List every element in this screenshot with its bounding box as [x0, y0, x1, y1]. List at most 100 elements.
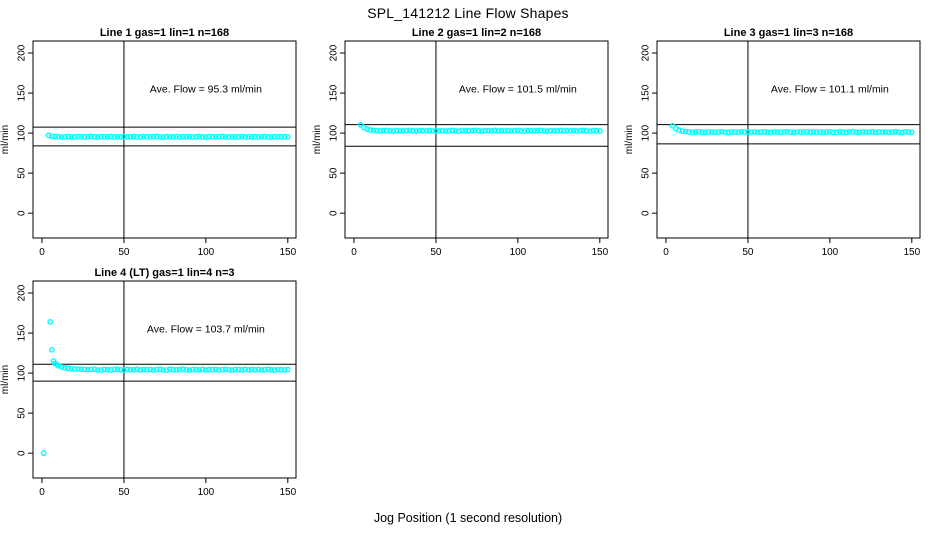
- data-point: [754, 129, 761, 136]
- empty-cell-2: [624, 265, 936, 505]
- data-point: [114, 366, 121, 372]
- data-point: [859, 129, 866, 135]
- data-point: [823, 129, 830, 135]
- panel-title: Line 4 (LT) gas=1 lin=4 n=3: [94, 267, 234, 279]
- reference-lines: [33, 281, 296, 478]
- data-point: [268, 134, 275, 141]
- data-point: [705, 128, 712, 135]
- data-point: [212, 366, 219, 373]
- data-point: [433, 127, 439, 134]
- y-tick-label: 50: [17, 407, 28, 419]
- data-point: [521, 128, 528, 134]
- data-point: [537, 127, 544, 134]
- panel-title: Line 3 gas=1 lin=3 n=168: [724, 27, 853, 39]
- data-point: [761, 128, 768, 135]
- plot-frame: [656, 40, 921, 239]
- panel-title: Line 1 gas=1 lin=1 n=168: [100, 27, 229, 39]
- data-point: [534, 127, 541, 134]
- data-point: [216, 133, 222, 140]
- data-point: [413, 128, 420, 135]
- panel-line-4: Line 4 (LT) gas=1 lin=4 n=3 0 50 100 150 200 m…: [0, 265, 312, 505]
- data-point: [741, 129, 748, 136]
- data-point: [718, 128, 725, 135]
- data-point: [758, 129, 764, 135]
- data-point: [193, 133, 199, 140]
- data-point: [488, 127, 495, 134]
- data-point: [800, 129, 807, 136]
- data-point: [225, 134, 232, 141]
- data-point: [88, 366, 95, 373]
- data-point: [715, 129, 722, 135]
- data-point: [160, 366, 167, 373]
- data-point: [577, 127, 584, 134]
- data-point: [58, 134, 65, 140]
- data-point: [143, 366, 150, 373]
- data-point: [134, 134, 140, 140]
- data-point: [265, 366, 272, 373]
- data-point: [810, 129, 817, 135]
- data-point: [498, 127, 505, 134]
- data-point: [797, 129, 804, 136]
- panel-line-1: Line 1 gas=1 lin=1 n=168 0 50 100 150 200 ml/m…: [0, 25, 312, 265]
- data-point: [495, 128, 502, 134]
- data-point: [846, 129, 853, 135]
- x-axis: 0 50 100 150: [39, 478, 297, 498]
- data-point: [820, 129, 827, 136]
- data-point: [284, 366, 291, 373]
- data-point: [166, 366, 173, 373]
- data-point: [94, 367, 101, 373]
- data-point: [876, 129, 882, 135]
- data-point: [557, 127, 564, 134]
- x-tick-label: 50: [430, 247, 442, 258]
- data-point: [62, 364, 68, 371]
- data-point: [147, 134, 154, 140]
- data-point: [794, 129, 801, 135]
- data-point: [68, 365, 75, 372]
- data-point: [153, 366, 160, 373]
- data-point: [121, 133, 127, 140]
- data-point: [206, 133, 213, 140]
- data-point: [245, 367, 252, 373]
- data-point: [528, 127, 534, 134]
- data-point: [702, 129, 709, 136]
- data-point: [52, 133, 59, 140]
- data-point: [71, 366, 78, 372]
- y-axis: 0 50 100 150 200: [329, 44, 345, 216]
- line-1-plot: Line 1 gas=1 lin=1 n=168 0 50 100 150 200 ml/m…: [0, 27, 297, 258]
- data-point: [271, 133, 278, 140]
- data-point: [124, 134, 131, 140]
- x-tick-label: 0: [39, 247, 45, 258]
- data-point: [229, 133, 235, 140]
- data-point: [65, 365, 72, 372]
- data-point: [140, 133, 147, 140]
- data-point: [866, 129, 873, 136]
- data-point: [157, 366, 163, 373]
- data-point: [245, 133, 252, 140]
- data-point: [199, 134, 206, 140]
- data-point: [252, 133, 258, 140]
- data-point: [879, 129, 886, 136]
- data-point: [485, 127, 492, 134]
- data-point: [712, 129, 719, 136]
- data-point: [745, 129, 751, 135]
- data-point: [84, 133, 91, 140]
- data-point: [232, 366, 239, 373]
- data-point: [193, 366, 199, 373]
- data-point: [686, 129, 692, 135]
- x-tick-label: 100: [198, 487, 215, 498]
- data-point: [567, 127, 574, 134]
- data-point: [173, 366, 180, 373]
- data-point: [127, 366, 134, 373]
- data-point: [833, 129, 840, 136]
- plot-frame: [344, 40, 609, 239]
- data-point: [895, 129, 902, 136]
- data-points-series: [669, 122, 915, 136]
- data-point: [370, 127, 377, 134]
- data-point: [248, 366, 255, 373]
- data-point: [902, 128, 909, 135]
- data-point: [209, 366, 216, 373]
- data-point: [869, 128, 876, 135]
- data-point: [248, 134, 255, 140]
- data-point: [446, 127, 452, 134]
- data-point: [229, 367, 235, 374]
